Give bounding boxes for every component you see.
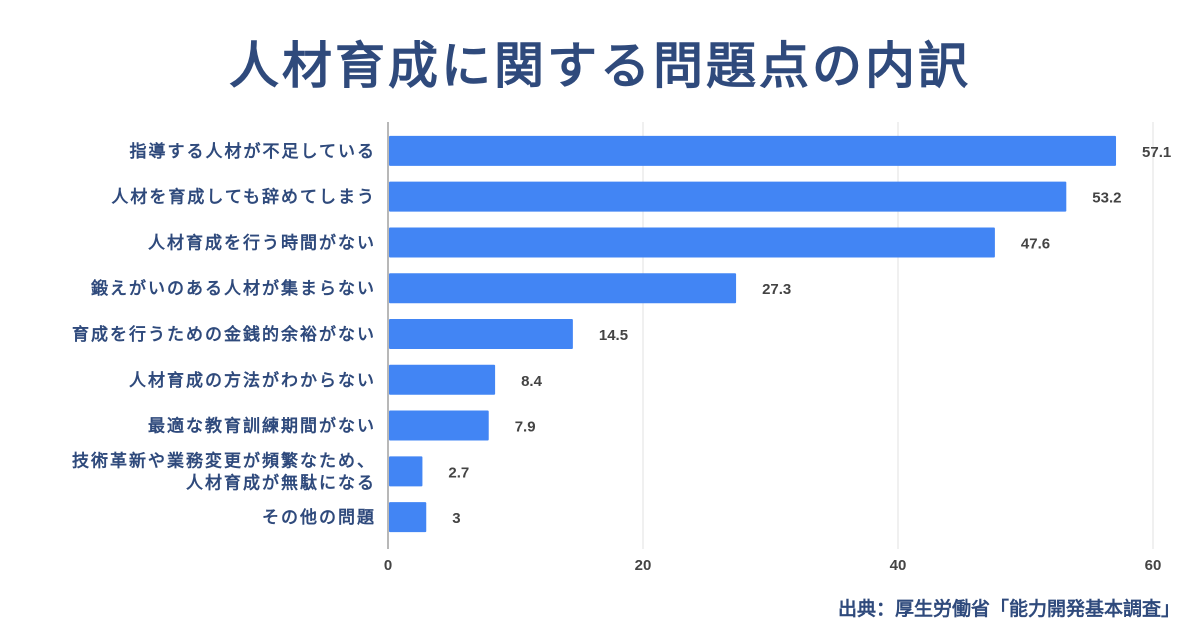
bar	[389, 410, 489, 441]
category-label: 人材育成が無駄になる	[186, 472, 376, 493]
value-label: 27.3	[762, 281, 791, 298]
category-label: その他の問題	[262, 507, 376, 528]
source-note: 出典：厚生労働省「能力開発基本調査」	[837, 598, 1180, 620]
x-tick-label: 60	[1145, 557, 1162, 574]
category-label: 人材を育成しても辞めてしまう	[111, 187, 376, 208]
category-label: 最適な教育訓練期間がない	[148, 416, 376, 437]
bar	[389, 135, 1117, 166]
bar	[389, 502, 427, 533]
bar	[389, 456, 423, 487]
category-label: 人材育成の方法がわからない	[129, 370, 376, 391]
value-label: 8.4	[521, 373, 543, 390]
value-label: 53.2	[1092, 190, 1121, 207]
category-label: 指導する人材が不足している	[130, 141, 377, 162]
category-label: 育成を行うための金銭的余裕がない	[72, 324, 376, 345]
bar	[389, 319, 573, 349]
value-label: 3	[452, 510, 460, 527]
x-tick-label: 0	[384, 557, 392, 574]
value-label: 2.7	[448, 464, 469, 481]
category-label: 鍛えがいのある人材が集まらない	[91, 278, 376, 299]
value-label: 57.1	[1142, 144, 1171, 161]
x-tick-label: 40	[890, 557, 907, 574]
category-label: 技術革新や業務変更が頻繁なため、	[72, 450, 376, 471]
value-label: 47.6	[1021, 235, 1050, 252]
value-label: 14.5	[599, 327, 628, 344]
chart-title: 人材育成に関する問題点の内訳	[229, 37, 971, 95]
bar	[389, 273, 737, 304]
bar	[389, 364, 496, 395]
bar	[389, 181, 1067, 212]
x-tick-label: 20	[635, 557, 652, 574]
category-label: 人材育成を行う時間がない	[148, 232, 376, 253]
bar	[389, 227, 995, 258]
value-label: 7.9	[515, 419, 536, 436]
